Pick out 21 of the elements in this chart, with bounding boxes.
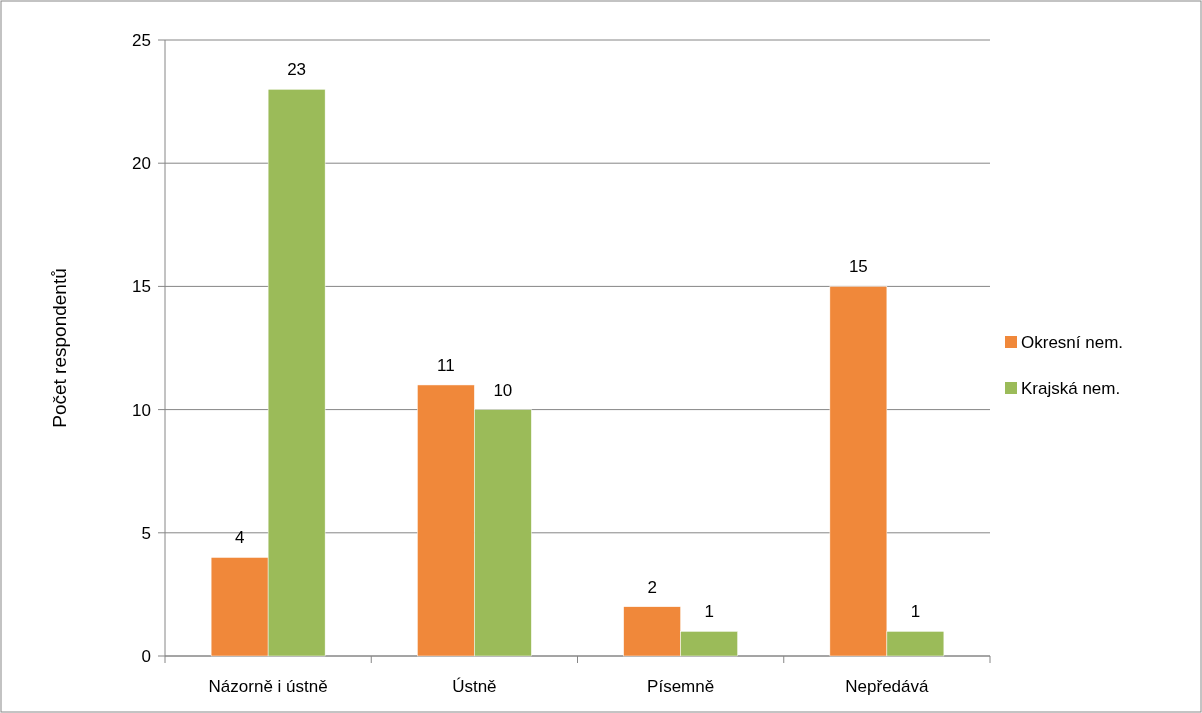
x-tick-label: Písemně [647,677,715,696]
data-label: 1 [910,602,921,622]
y-tick-label: 10 [132,400,151,420]
y-tick-label: 25 [132,30,151,50]
data-label: 2 [647,577,657,597]
data-label: 1 [704,602,714,622]
x-tick-label: Názorně i ústně [208,677,328,696]
x-tick-label: Ústně [452,677,497,696]
y-tick-label: 5 [141,523,151,543]
data-label: 15 [848,257,868,277]
legend-label: Okresní nem. [1021,332,1124,352]
legend-label: Krajská nem. [1021,378,1121,398]
y-tick-label: 20 [132,154,151,174]
data-label: 10 [493,380,513,400]
y-axis-title: Počet respondentů [49,268,70,428]
x-tick-label: Nepředává [845,677,929,696]
data-label: 23 [287,60,307,80]
y-tick-label: 15 [132,277,151,297]
y-tick-label: 0 [141,646,151,666]
data-label: 11 [437,355,455,375]
data-label: 4 [234,528,245,548]
